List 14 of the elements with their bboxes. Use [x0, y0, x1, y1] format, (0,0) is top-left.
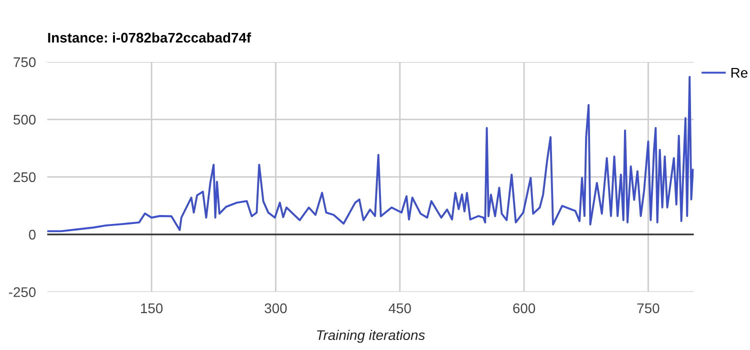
- x-tick-label: 150: [141, 303, 163, 314]
- x-tick-label: 300: [264, 303, 287, 314]
- legend-label: Re: [731, 68, 748, 78]
- x-tick-label: 600: [513, 303, 536, 314]
- y-tick-label: -250: [8, 287, 36, 298]
- y-tick-label: 750: [14, 57, 36, 68]
- y-tick-label: 0: [28, 230, 36, 240]
- y-tick-label: 250: [14, 172, 36, 182]
- chart-title: Instance: i-0782ba72ccabad74f: [48, 32, 252, 43]
- x-tick-label: 450: [388, 303, 411, 314]
- x-tick-label: 750: [637, 303, 660, 314]
- line-series: [47, 76, 694, 232]
- x-axis-title: Training iterations: [317, 330, 425, 343]
- y-tick-label: 500: [14, 114, 36, 125]
